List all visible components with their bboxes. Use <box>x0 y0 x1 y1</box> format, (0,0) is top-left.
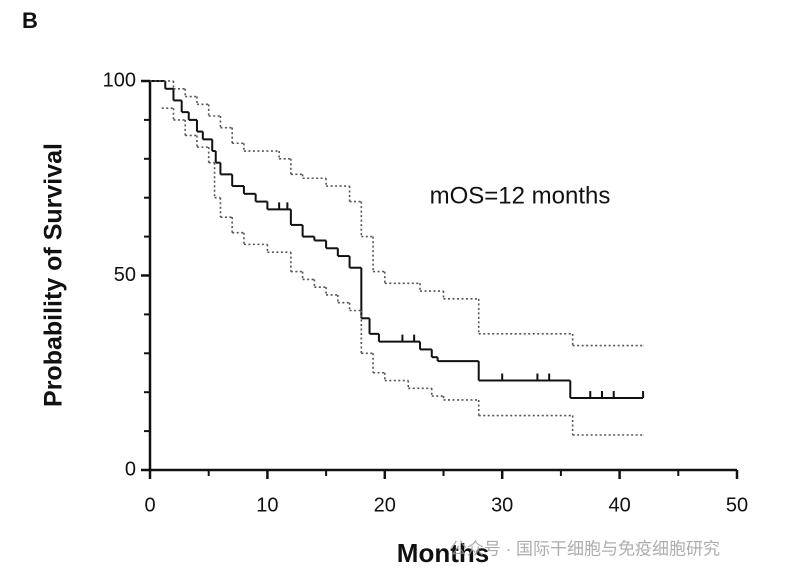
x-tick-label: 40 <box>608 494 630 516</box>
x-tick-label: 0 <box>144 494 155 516</box>
panel-label: B <box>22 8 38 33</box>
x-axis-title: Months <box>397 538 489 568</box>
y-tick-label: 50 <box>114 264 136 286</box>
y-tick-label: 0 <box>125 458 136 480</box>
x-tick-label: 50 <box>726 494 748 516</box>
watermark: 公众号 · 国际干细胞与免疫细胞研究 <box>450 539 720 558</box>
x-tick-label: 20 <box>374 494 396 516</box>
x-tick-label: 10 <box>256 494 278 516</box>
y-tick-label: 100 <box>103 69 136 91</box>
annotation: mOS=12 months <box>430 182 611 209</box>
x-tick-label: 30 <box>491 494 513 516</box>
y-axis-title: Probability of Survival <box>40 143 68 407</box>
